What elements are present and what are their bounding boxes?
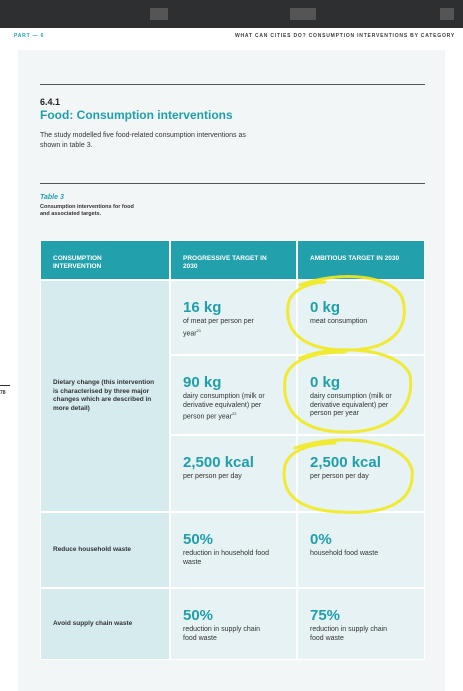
detail-text: per person per day — [183, 473, 242, 480]
intervention-text: Dietary change (this intervention is cha… — [53, 379, 155, 412]
target-cell: 2,500 kcal per person per day — [297, 435, 425, 512]
target-cell: 50% reduction in household food waste — [170, 512, 297, 588]
section-number: 6.4.1 — [40, 97, 61, 107]
target-amount: 2,500 kcal — [310, 454, 381, 471]
intervention-cell: Avoid supply chain waste — [40, 588, 170, 660]
column-header: PROGRESSIVE TARGET IN 2030 — [170, 240, 297, 280]
target-detail: reduction in household food waste — [183, 550, 271, 567]
footnote-ref[interactable]: 22 — [232, 411, 237, 416]
target-amount: 50% — [183, 531, 214, 548]
intervention-text: Avoid supply chain waste — [53, 619, 133, 627]
page-number-rule — [0, 385, 10, 386]
intro-text: The study modelled five food-related con… — [40, 132, 246, 149]
toolbar-button[interactable] — [290, 8, 316, 20]
table-label: Table 3 — [40, 194, 64, 201]
column-header: AMBITIOUS TARGET IN 2030 — [297, 240, 425, 280]
detail-text: per person per day — [310, 473, 369, 480]
toolbar-button[interactable] — [150, 8, 168, 20]
detail-text: meat consumption — [310, 318, 368, 325]
intervention-cell: Reduce household waste — [40, 512, 170, 588]
detail-text: dairy consumption (milk or derivative eq… — [310, 393, 392, 417]
detail-text: reduction in supply chain food waste — [310, 626, 388, 642]
detail-text: reduction in household food waste — [183, 550, 270, 566]
target-amount: 0% — [310, 531, 332, 548]
target-cell: 16 kg of meat per person per year21 — [170, 280, 297, 355]
table-caption: Consumption interventions for food and a… — [40, 204, 134, 217]
detail-text: of meat per person per year — [183, 318, 254, 337]
column-header-text: AMBITIOUS TARGET IN 2030 — [310, 255, 400, 262]
target-cell: 2,500 kcal per person per day — [170, 435, 297, 512]
target-amount: 0 kg — [310, 299, 341, 316]
target-detail: dairy consumption (milk or derivative eq… — [310, 393, 398, 419]
target-detail: per person per day — [310, 473, 398, 482]
target-detail: reduction in supply chain food waste — [310, 626, 398, 643]
detail-text: dairy consumption (milk or derivative eq… — [183, 393, 265, 421]
column-header: CONSUMPTION INTERVENTION — [40, 240, 170, 280]
target-cell: 90 kg dairy consumption (milk or derivati… — [170, 355, 297, 435]
target-amount: 2,500 kcal — [183, 454, 254, 471]
target-amount: 75% — [310, 607, 341, 624]
target-amount: 16 kg — [183, 299, 222, 316]
target-amount: 50% — [183, 607, 214, 624]
target-cell: 50% reduction in supply chain food waste — [170, 588, 297, 660]
viewer-toolbar — [0, 0, 463, 28]
section-label: WHAT CAN CITIES DO? CONSUMPTION INTERVEN… — [234, 33, 455, 39]
target-cell: 75% reduction in supply chain food waste — [297, 588, 425, 660]
detail-text: household food waste — [310, 550, 379, 557]
target-cell: 0 kg dairy consumption (milk or derivativ… — [297, 355, 425, 435]
target-detail: dairy consumption (milk or derivative eq… — [183, 393, 271, 422]
part-label: PART — 6 — [14, 33, 45, 39]
rule — [40, 183, 425, 184]
detail-text: reduction in supply chain food waste — [183, 626, 261, 642]
target-amount: 0 kg — [310, 374, 341, 391]
target-detail: reduction in supply chain food waste — [183, 626, 271, 643]
footnote-ref[interactable]: 21 — [196, 327, 202, 333]
intervention-text: Reduce household waste — [53, 545, 132, 553]
intervention-cell: Dietary change (this intervention is cha… — [40, 280, 170, 512]
page-number: 78 — [0, 390, 6, 396]
column-header-text: CONSUMPTION INTERVENTION — [53, 255, 102, 270]
column-header-text: PROGRESSIVE TARGET IN 2030 — [183, 255, 267, 270]
target-cell: 0 kg meat consumption — [297, 280, 425, 355]
toolbar-button[interactable] — [440, 8, 454, 20]
target-detail: per person per day — [183, 473, 271, 482]
rule — [40, 84, 425, 85]
target-detail: household food waste — [310, 550, 398, 559]
target-amount: 90 kg — [183, 374, 222, 391]
target-cell: 0% household food waste — [297, 512, 425, 588]
target-detail: meat consumption — [310, 318, 398, 327]
section-title: Food: Consumption interventions — [40, 108, 233, 122]
target-detail: of meat per person per year21 — [183, 318, 271, 338]
